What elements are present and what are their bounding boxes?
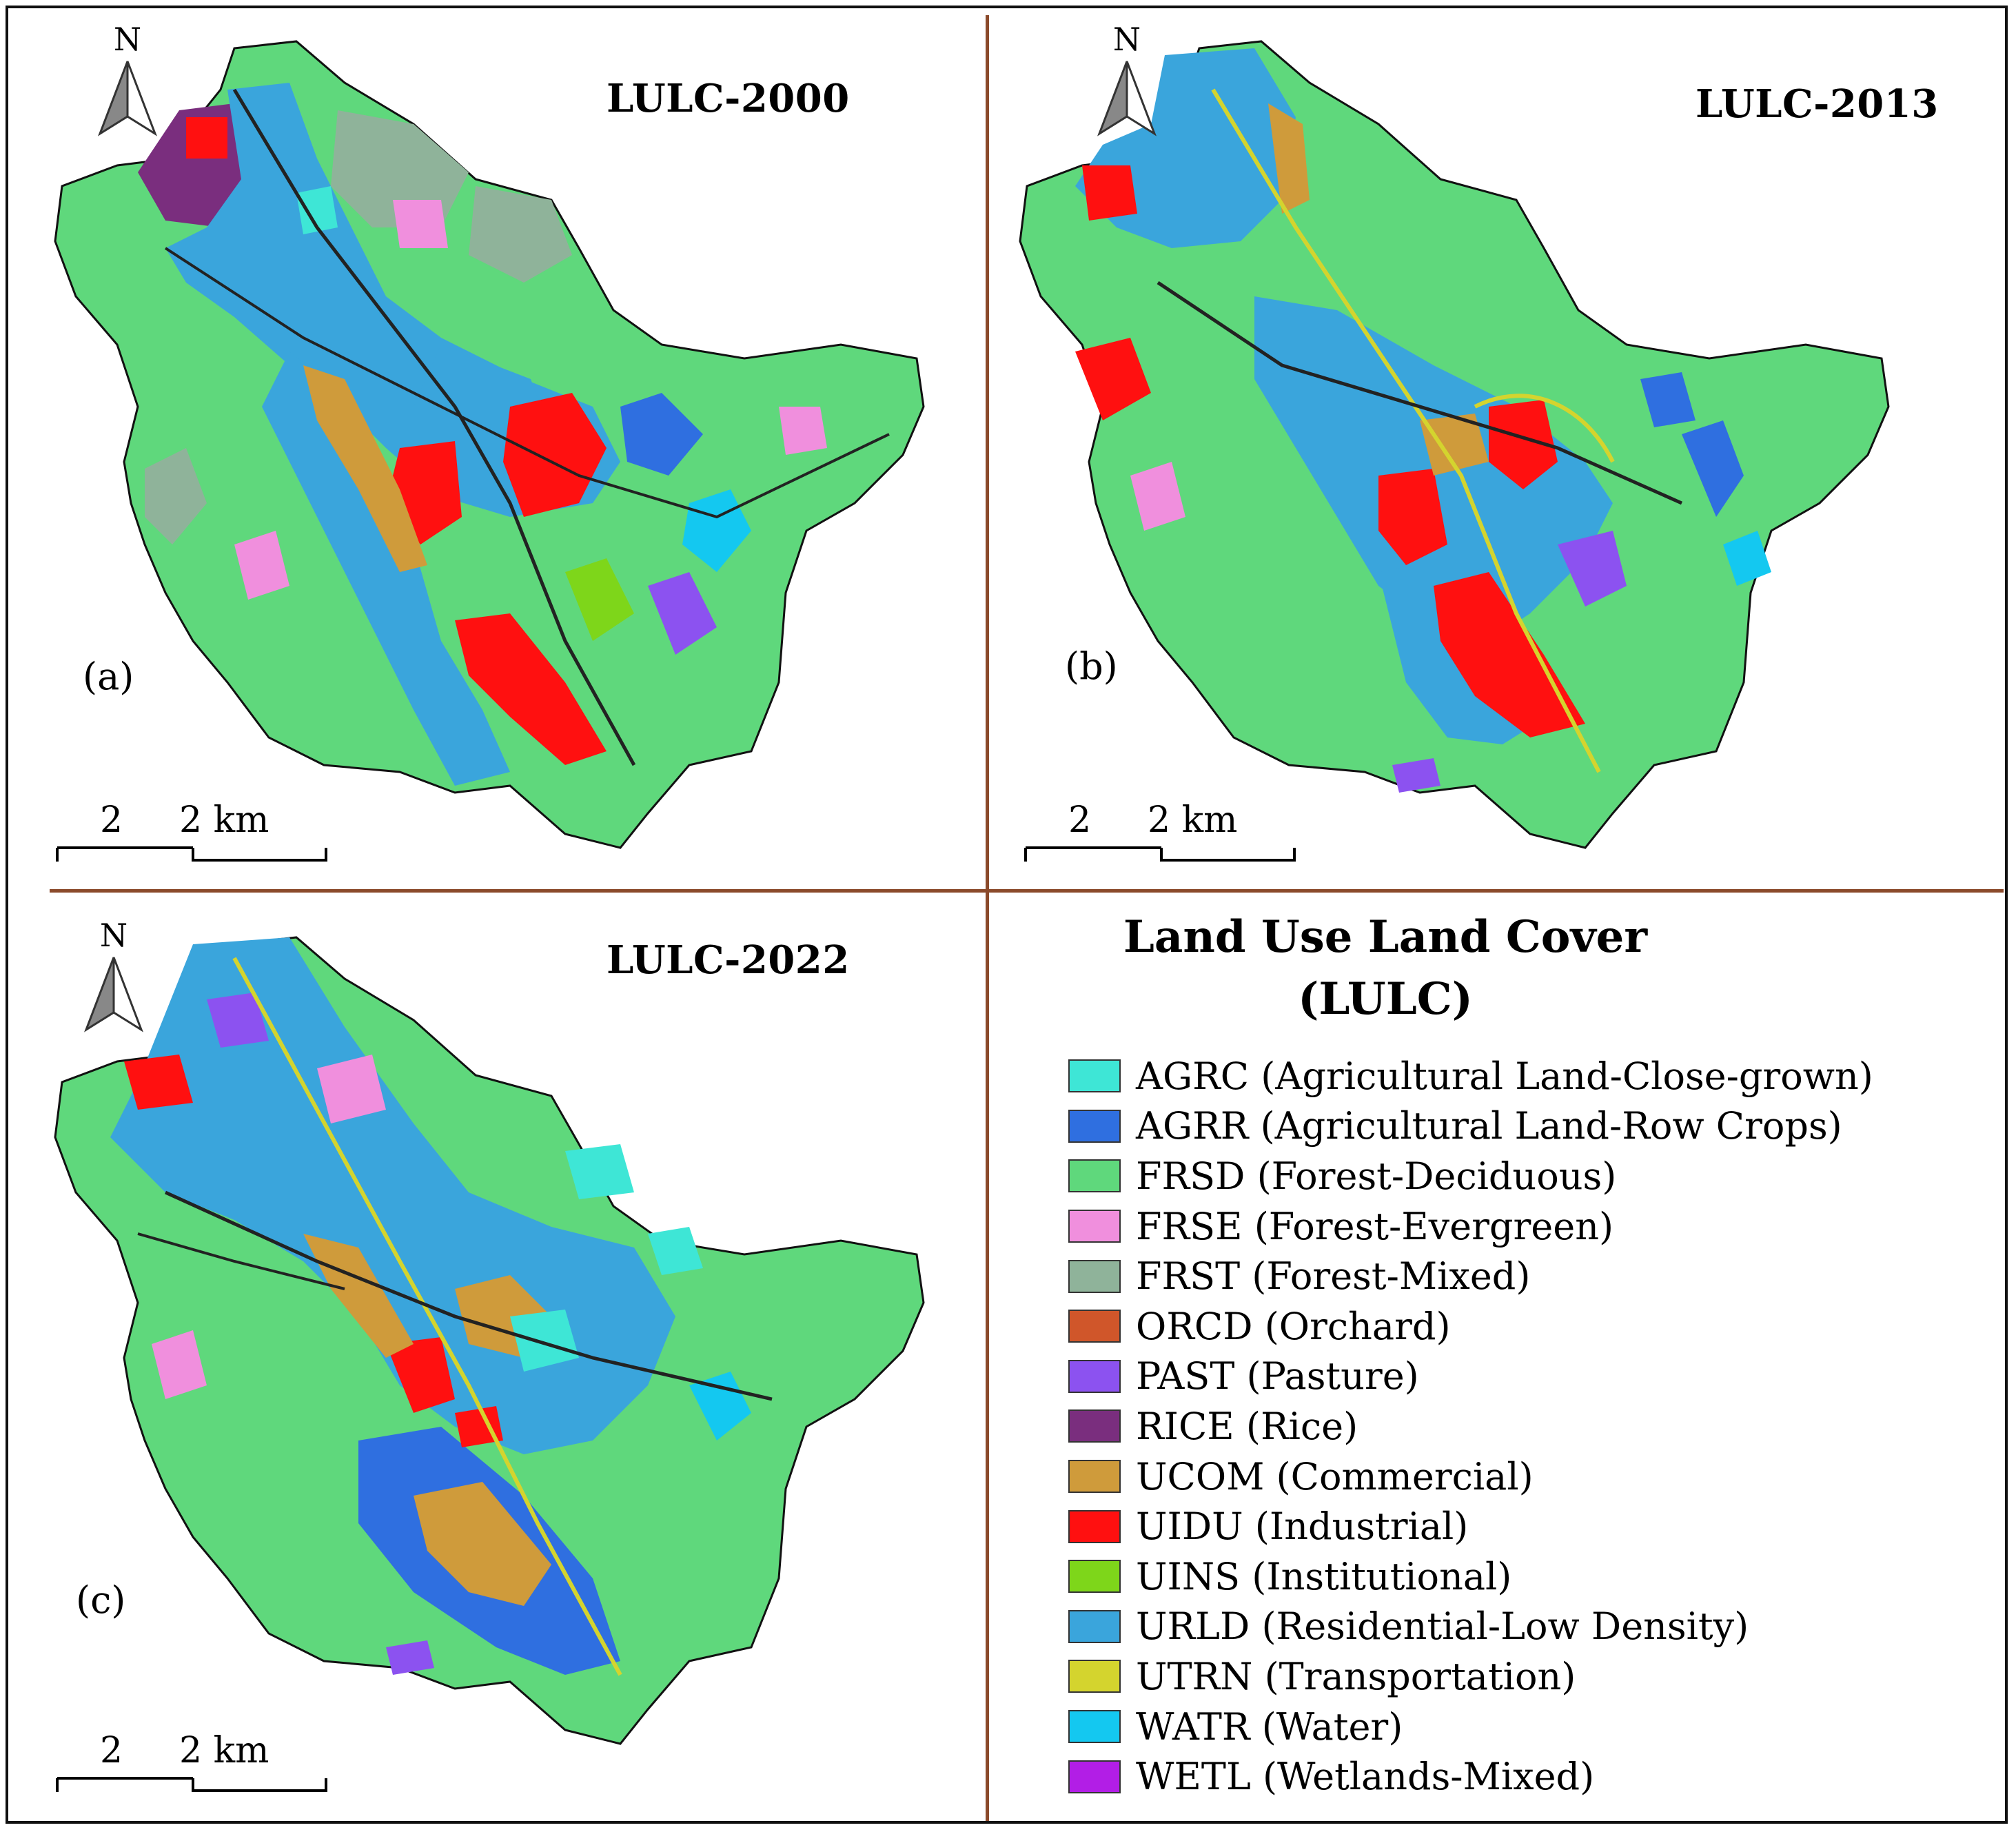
legend-item: UIDU (Industrial): [1068, 1501, 1992, 1551]
legend-item: FRST (Forest-Mixed): [1068, 1251, 1992, 1301]
legend-item: WETL (Wetlands-Mixed): [1068, 1751, 1992, 1802]
horizontal-divider: [50, 889, 2004, 893]
legend-item: ORCD (Orchard): [1068, 1301, 1992, 1352]
north-arrow-icon: [1097, 61, 1157, 136]
panel-letter: (a): [83, 655, 134, 698]
legend-item: FRSE (Forest-Evergreen): [1068, 1201, 1992, 1252]
legend-item: AGRC (Agricultural Land-Close-grown): [1068, 1051, 1992, 1101]
scale-label-left: 2: [100, 1730, 123, 1771]
watershed-map-2022: [54, 936, 925, 1745]
legend-label: WATR (Water): [1136, 1704, 1403, 1749]
legend-label: PAST (Pasture): [1136, 1354, 1419, 1398]
legend-swatch: [1068, 1109, 1121, 1143]
scale-bar-graphic: [56, 1777, 327, 1792]
legend-swatch: [1068, 1159, 1121, 1193]
legend-label: FRST (Forest-Mixed): [1136, 1254, 1531, 1299]
scale-bar: 2 2 km: [55, 1730, 331, 1792]
legend-swatch: [1068, 1609, 1121, 1643]
legend-title-line1: Land Use Land Cover: [1123, 911, 1648, 963]
legend-label: UCOM (Commercial): [1136, 1454, 1534, 1498]
map-panel-2000: N LULC-2000 (a) 2 2 km: [28, 21, 979, 882]
legend-item: UCOM (Commercial): [1068, 1452, 1992, 1502]
legend-swatch: [1068, 1059, 1121, 1093]
legend-swatch: [1068, 1409, 1121, 1443]
legend-label: RICE (Rice): [1136, 1404, 1358, 1448]
north-arrow-icon: [98, 61, 157, 136]
north-label: N: [1112, 21, 1141, 58]
legend-swatch: [1068, 1660, 1121, 1693]
north-label: N: [99, 917, 128, 954]
panel-letter: (b): [1065, 644, 1118, 688]
panel-letter: (c): [76, 1578, 126, 1622]
scale-bar: 2 2 km: [1024, 800, 1299, 862]
legend-label: URLD (Residential-Low Density): [1136, 1605, 1749, 1649]
legend-item: RICE (Rice): [1068, 1401, 1992, 1452]
legend-swatch: [1068, 1310, 1121, 1343]
legend-swatch: [1068, 1509, 1121, 1543]
north-arrow: N: [96, 21, 159, 141]
legend-item: URLD (Residential-Low Density): [1068, 1602, 1992, 1652]
scale-label-left: 2: [1068, 800, 1092, 841]
legend-label: AGRR (Agricultural Land-Row Crops): [1136, 1104, 1842, 1148]
scale-label-right: 2 km: [179, 1730, 269, 1771]
map-title: LULC-2000: [607, 76, 850, 121]
legend-label: FRSD (Forest-Deciduous): [1136, 1154, 1617, 1198]
map-title: LULC-2013: [1696, 81, 1939, 127]
legend-label: ORCD (Orchard): [1136, 1304, 1451, 1348]
legend-swatch: [1068, 1460, 1121, 1494]
legend-label: WETL (Wetlands-Mixed): [1136, 1755, 1595, 1799]
legend-item: UINS (Institutional): [1068, 1551, 1992, 1602]
map-title: LULC-2022: [607, 937, 850, 983]
scale-bar: 2 2 km: [55, 800, 331, 862]
scale-bar-graphic: [56, 846, 327, 862]
figure-frame: [6, 6, 2008, 1824]
legend-item: PAST (Pasture): [1068, 1352, 1992, 1402]
north-arrow: N: [83, 917, 145, 1037]
vertical-divider: [986, 15, 989, 1821]
legend-swatch: [1068, 1560, 1121, 1594]
map-panel-2013: N LULC-2013 (b) 2 2 km: [992, 21, 2006, 882]
legend-item: FRSD (Forest-Deciduous): [1068, 1151, 1992, 1201]
legend-label: UINS (Institutional): [1136, 1554, 1512, 1598]
legend-item: AGRR (Agricultural Land-Row Crops): [1068, 1101, 1992, 1152]
legend-title-line2: (LULC): [1298, 973, 1473, 1025]
scale-label-left: 2: [100, 800, 123, 841]
legend-label: UIDU (Industrial): [1136, 1505, 1469, 1549]
legend-label: FRSE (Forest-Evergreen): [1136, 1204, 1614, 1248]
legend-label: UTRN (Transportation): [1136, 1654, 1576, 1698]
watershed-map-2000: [54, 40, 925, 849]
north-arrow: N: [1096, 21, 1158, 141]
legend-item: WATR (Water): [1068, 1702, 1992, 1752]
legend-swatch: [1068, 1760, 1121, 1793]
legend-swatch: [1068, 1210, 1121, 1243]
map-panel-2022: N LULC-2022 (c) 2 2 km: [28, 903, 979, 1813]
legend-list: AGRC (Agricultural Land-Close-grown) AGRR…: [1068, 1051, 1992, 1802]
scale-label-right: 2 km: [179, 800, 269, 841]
north-label: N: [113, 21, 142, 58]
legend-swatch: [1068, 1259, 1121, 1293]
legend-label: AGRC (Agricultural Land-Close-grown): [1136, 1054, 1873, 1098]
scale-bar-graphic: [1024, 846, 1296, 862]
map-legend: Land Use Land Cover (LULC) AGRC (Agricul…: [1068, 906, 1992, 1802]
watershed-map-2013: [1019, 40, 1890, 849]
scale-label-right: 2 km: [1148, 800, 1238, 841]
legend-swatch: [1068, 1710, 1121, 1744]
legend-swatch: [1068, 1359, 1121, 1393]
north-arrow-icon: [84, 957, 143, 1032]
legend-item: UTRN (Transportation): [1068, 1651, 1992, 1702]
